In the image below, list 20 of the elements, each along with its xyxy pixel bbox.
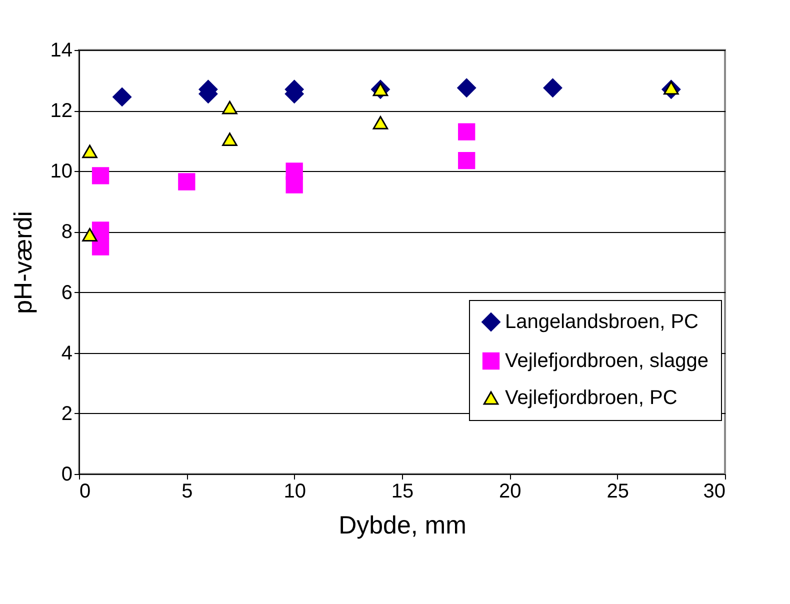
y-tick-label: 0	[61, 464, 72, 486]
x-tick-label: 10	[284, 480, 306, 502]
y-tick-label: 6	[61, 282, 72, 304]
x-tick-label: 15	[391, 480, 414, 502]
x-tick-label: 0	[80, 480, 91, 502]
x-tick-label: 20	[499, 480, 522, 502]
y-tick-label: 12	[50, 100, 72, 122]
x-tick-label: 25	[606, 480, 629, 502]
legend-label: Langelandsbroen, PC	[505, 311, 698, 333]
y-axis-title: pH-værdi	[9, 211, 38, 314]
legend-label: Vejlefjordbroen, PC	[505, 387, 678, 409]
y-tick-label: 14	[50, 40, 72, 62]
x-axis-title: Dybde, mm	[338, 512, 466, 540]
y-tick-label: 2	[61, 402, 72, 425]
y-tick-label: 8	[61, 221, 72, 244]
y-tick-label: 10	[50, 160, 72, 183]
x-tick-label: 5	[182, 480, 193, 502]
x-tick-label: 30	[703, 480, 726, 502]
legend-label: Vejlefjordbroen, slagge	[505, 350, 708, 372]
y-tick-label: 4	[61, 342, 72, 364]
